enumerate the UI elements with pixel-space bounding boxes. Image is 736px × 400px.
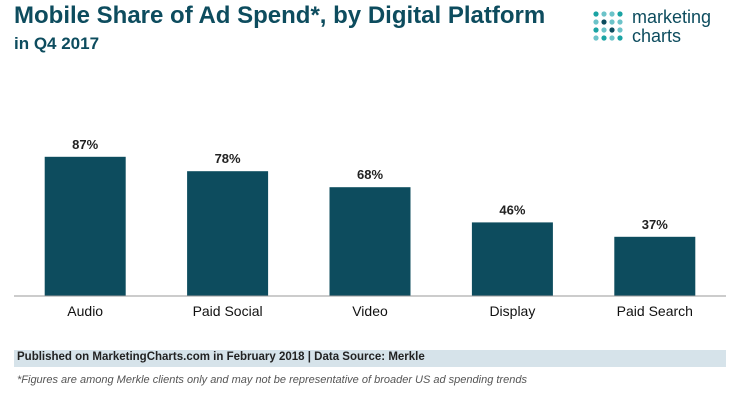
logo-dot [617,27,623,33]
bar [44,156,126,296]
category-label: Paid Social [193,303,263,319]
data-label: 87% [72,137,98,152]
data-label: 37% [642,217,668,232]
logo-text-line1: marketing [632,7,712,27]
data-label: 78% [215,151,241,166]
footer-note: *Figures are among Merkle clients only a… [17,374,527,386]
bar [187,171,269,296]
logo-dot [593,19,599,25]
category-label: Display [489,303,535,319]
logo-dot [601,11,607,17]
logo-dot [617,19,623,25]
logo-dot [593,35,599,41]
data-label: 46% [499,202,525,217]
chart-subtitle: in Q4 2017 [14,34,100,53]
category-label: Paid Search [617,303,693,319]
category-label: Video [352,303,388,319]
logo-dot [609,35,615,41]
category-label: Audio [67,303,103,319]
logo-dot [593,11,599,17]
marketingcharts-logo: marketing charts [592,8,732,52]
footer-source: Published on MarketingCharts.com in Febr… [17,351,425,363]
bar [329,187,411,296]
bar [471,222,553,296]
chart-title: Mobile Share of Ad Spend*, by Digital Pl… [14,2,546,29]
logo-text: marketing charts [632,8,711,46]
logo-dot [601,27,607,33]
logo-dot [593,27,599,33]
bar [614,236,696,296]
logo-dot [617,11,623,17]
data-label: 68% [357,167,383,182]
logo-dot [609,11,615,17]
footer-bar [14,350,726,367]
logo-text-line2: charts [632,26,682,46]
logo-dot [601,19,607,25]
logo-dot [601,35,607,41]
logo-dot [609,19,615,25]
logo-dot [617,35,623,41]
bar-chart: 87% Audio 78% Paid Social 68% Video 46% Display… [14,137,726,319]
logo-dots-icon [593,11,623,41]
logo-dot [609,27,615,33]
